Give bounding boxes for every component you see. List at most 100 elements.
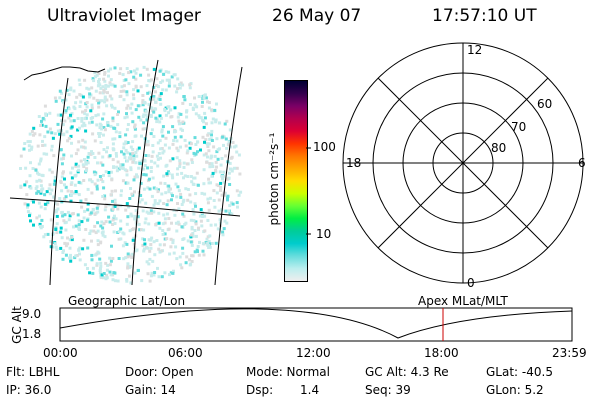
- emission-pixel: [66, 189, 70, 193]
- emission-pixel: [168, 252, 172, 256]
- emission-pixel: [23, 202, 27, 206]
- emission-pixel: [152, 135, 156, 138]
- emission-pixel: [167, 227, 171, 231]
- emission-pixel: [176, 115, 180, 119]
- emission-pixel: [141, 94, 145, 97]
- emission-pixel: [154, 116, 158, 120]
- emission-pixel: [105, 150, 108, 154]
- emission-pixel: [44, 112, 48, 116]
- alt-tick-1_8: 1.8: [22, 327, 42, 341]
- emission-pixel: [29, 147, 33, 151]
- emission-pixel: [175, 90, 179, 94]
- emission-pixel: [206, 155, 209, 159]
- emission-pixel: [61, 171, 65, 175]
- emission-pixel: [146, 91, 150, 95]
- emission-pixel: [189, 218, 193, 222]
- emission-pixel: [162, 213, 166, 217]
- emission-pixel: [144, 113, 148, 117]
- emission-pixel: [112, 216, 116, 220]
- emission-pixel: [28, 132, 32, 136]
- emission-pixel: [78, 83, 82, 87]
- emission-pixel: [155, 239, 159, 242]
- emission-pixel: [109, 124, 113, 128]
- emission-pixel: [39, 184, 43, 188]
- emission-pixel: [210, 108, 214, 112]
- emission-pixel: [188, 193, 192, 197]
- emission-pixel: [27, 144, 31, 148]
- emission-pixel: [111, 119, 115, 123]
- emission-pixel: [175, 229, 179, 233]
- emission-pixel: [194, 234, 198, 238]
- emission-pixel: [190, 158, 194, 162]
- emission-pixel: [214, 241, 218, 245]
- emission-pixel: [46, 130, 50, 134]
- emission-pixel: [181, 101, 185, 105]
- emission-pixel: [111, 278, 115, 282]
- emission-pixel: [151, 259, 155, 263]
- emission-pixel: [161, 229, 165, 232]
- emission-pixel: [77, 180, 81, 184]
- emission-pixel: [126, 215, 130, 219]
- emission-pixel: [181, 251, 185, 255]
- emission-pixel: [77, 226, 81, 230]
- emission-pixel: [128, 197, 132, 200]
- emission-pixel: [96, 229, 100, 233]
- emission-pixel: [81, 247, 85, 251]
- emission-pixel: [146, 246, 150, 250]
- polar-dial: [342, 42, 584, 284]
- emission-pixel: [59, 181, 63, 184]
- dsp-info-label: Dsp:: [246, 383, 274, 397]
- alt-tick-9: 9.0: [22, 307, 42, 321]
- emission-pixel: [183, 174, 187, 178]
- emission-pixel: [203, 111, 207, 115]
- emission-pixel: [35, 179, 39, 183]
- emission-pixel: [216, 148, 220, 152]
- emission-pixel: [162, 174, 166, 178]
- emission-pixel: [124, 148, 128, 152]
- emission-pixel: [226, 194, 230, 198]
- emission-pixel: [64, 195, 68, 199]
- emission-pixel: [202, 94, 206, 98]
- emission-pixel: [111, 147, 115, 151]
- emission-pixel: [233, 166, 236, 170]
- emission-pixel: [106, 146, 109, 150]
- emission-pixel: [94, 231, 98, 235]
- emission-pixel: [191, 108, 195, 111]
- emission-pixel: [157, 221, 161, 225]
- emission-pixel: [150, 194, 154, 198]
- emission-pixel: [113, 201, 117, 205]
- emission-pixel: [61, 123, 65, 127]
- emission-pixel: [127, 156, 131, 160]
- emission-pixel: [103, 72, 107, 76]
- emission-pixel: [150, 154, 154, 158]
- emission-pixel: [121, 73, 125, 77]
- emission-pixel: [90, 239, 93, 243]
- emission-pixel: [77, 164, 81, 168]
- colorbar-gradient: [285, 81, 307, 281]
- emission-pixel: [78, 252, 81, 256]
- emission-pixel: [150, 236, 154, 240]
- emission-pixel: [142, 113, 146, 117]
- emission-pixel: [184, 221, 188, 225]
- emission-pixel: [58, 197, 62, 200]
- emission-pixel: [185, 151, 189, 155]
- emission-pixel: [95, 73, 99, 77]
- emission-pixel: [236, 205, 239, 209]
- emission-pixel: [136, 175, 139, 179]
- emission-pixel: [103, 128, 107, 132]
- emission-pixel: [179, 263, 183, 267]
- emission-pixel: [221, 135, 225, 139]
- emission-pixel: [138, 228, 142, 232]
- emission-pixel: [69, 134, 73, 138]
- emission-pixel: [59, 230, 63, 234]
- emission-pixel: [95, 263, 99, 267]
- emission-pixel: [68, 214, 72, 218]
- emission-pixel: [206, 241, 210, 245]
- emission-pixel: [222, 170, 226, 174]
- emission-pixel: [19, 167, 22, 170]
- emission-pixel: [181, 212, 185, 216]
- emission-pixel: [126, 252, 130, 256]
- emission-pixel: [39, 157, 43, 161]
- emission-pixel: [228, 212, 232, 215]
- emission-pixel: [60, 91, 63, 95]
